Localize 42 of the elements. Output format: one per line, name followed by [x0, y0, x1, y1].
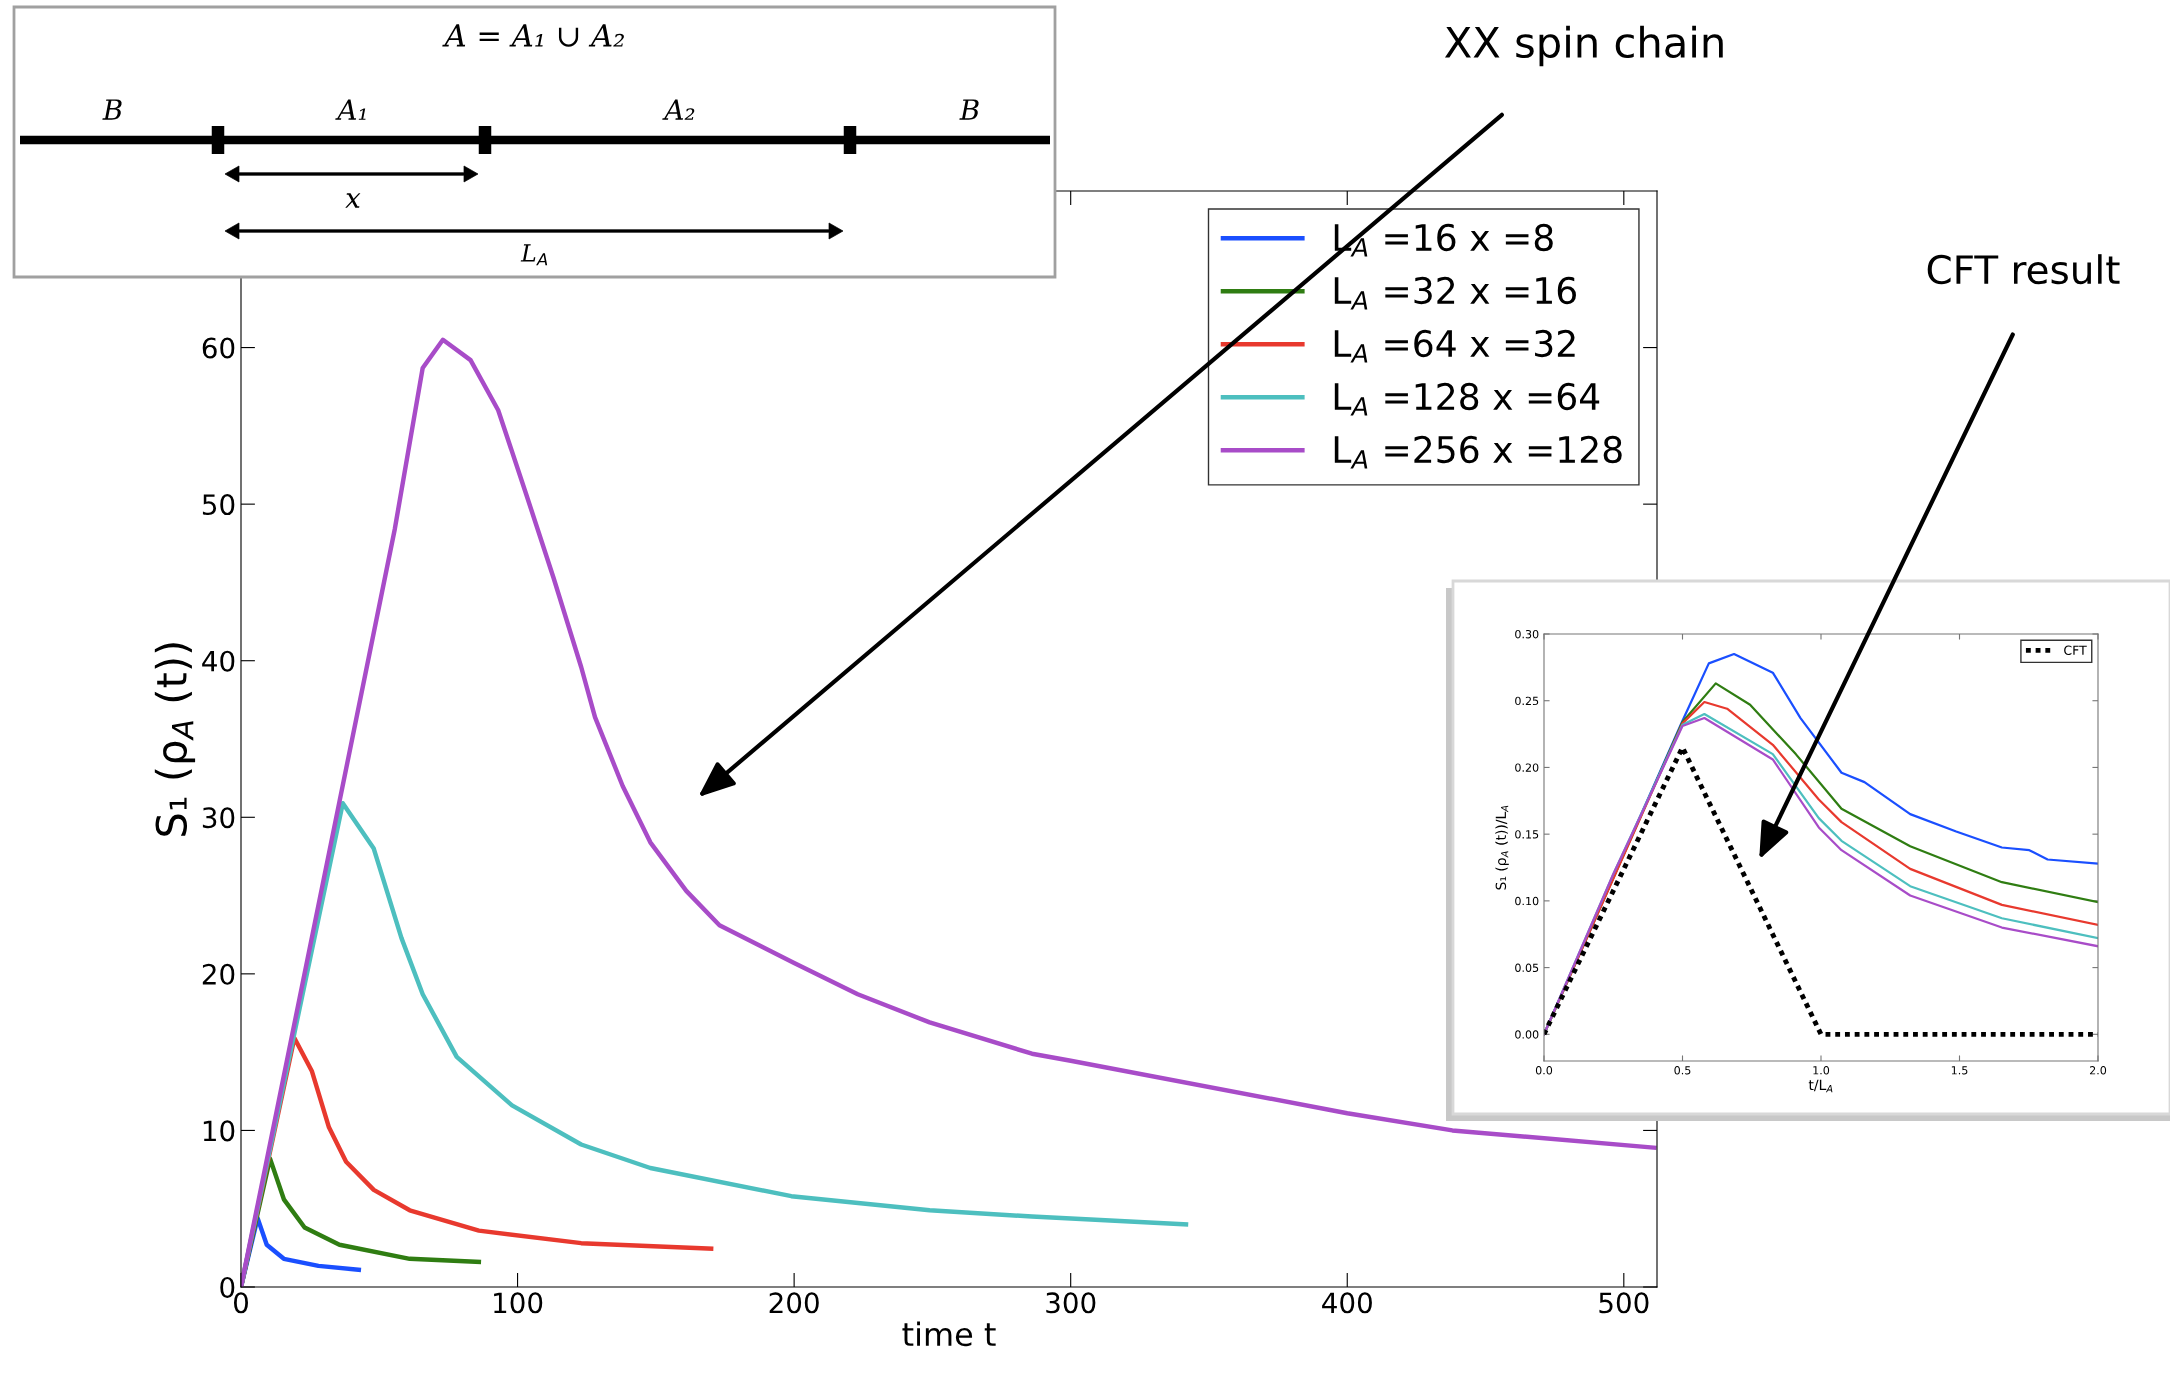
- y-axis-title: S₁ (ρ$_{A}$ (t))/L$_{A}$: [1495, 805, 1509, 890]
- annotation: x: [345, 193, 361, 208]
- x-tick-label: 1.0: [1813, 1066, 1830, 1075]
- legend-label: CFT: [2064, 645, 2087, 655]
- text: XX spin chain: [1444, 25, 1723, 67]
- y-tick-label: 0.30: [1515, 629, 1539, 639]
- y-tick-label: 60: [202, 337, 235, 359]
- y-tick-label: 0: [220, 1276, 235, 1298]
- text: A = A₁ ∪ A₂: [442, 24, 624, 47]
- y-tick-label: 10: [203, 1120, 235, 1142]
- y-tick-label: 30: [202, 807, 235, 829]
- y-tick-label: 0.25: [1515, 696, 1539, 706]
- y-tick-label: 0.05: [1515, 963, 1539, 972]
- x-tick-label: 200: [769, 1292, 819, 1314]
- y-tick-label: 0.20: [1515, 763, 1539, 772]
- legend-label: L$_{A}$ =32 x =16: [1334, 276, 1576, 310]
- y-tick-label: 40: [202, 650, 235, 672]
- x-axis-title: time t: [902, 1321, 996, 1347]
- x-tick-label: 0.0: [1535, 1066, 1553, 1075]
- x-tick-label: 400: [1322, 1292, 1372, 1314]
- x-tick-label: 100: [494, 1292, 543, 1314]
- text: A₂: [662, 99, 695, 120]
- y-tick-label: 0.15: [1515, 830, 1539, 839]
- text: B: [102, 99, 122, 120]
- y-tick-label: 50: [202, 494, 235, 516]
- x-tick-label: 300: [1046, 1292, 1096, 1314]
- x-tick-label: 0.5: [1674, 1066, 1691, 1075]
- y-tick-label: 0.00: [1515, 1030, 1539, 1039]
- legend-label: L$_{A}$ =64 x =32: [1334, 329, 1575, 363]
- y-tick-label: 20: [202, 963, 235, 985]
- text: B: [959, 99, 979, 120]
- legend-label: L$_{A}$ =128 x =64: [1334, 382, 1600, 416]
- x-tick-label: 1.5: [1951, 1066, 1968, 1075]
- x-axis-title: t/L$_{A}$: [1808, 1079, 1833, 1093]
- annotation: L$_{A}$: [520, 244, 548, 266]
- legend-label: L$_{A}$ =256 x =128: [1334, 435, 1622, 469]
- text: CFT result: [1927, 254, 2120, 285]
- y-tick-label: 0.10: [1515, 896, 1539, 906]
- x-tick-label: 500: [1599, 1292, 1649, 1314]
- text: A₁: [335, 99, 366, 120]
- x-tick-label: 2.0: [2089, 1066, 2107, 1075]
- y-axis-title: S₁ (ρ$_{A}$ (t)): [154, 643, 196, 836]
